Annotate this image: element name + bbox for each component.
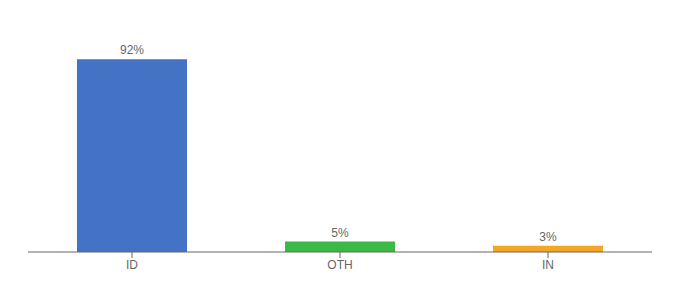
svg-text:IN: IN: [542, 258, 554, 272]
svg-text:92%: 92%: [120, 43, 144, 57]
svg-text:OTH: OTH: [327, 258, 352, 272]
svg-text:ID: ID: [126, 258, 138, 272]
svg-text:5%: 5%: [331, 226, 349, 240]
svg-text:3%: 3%: [539, 230, 557, 244]
